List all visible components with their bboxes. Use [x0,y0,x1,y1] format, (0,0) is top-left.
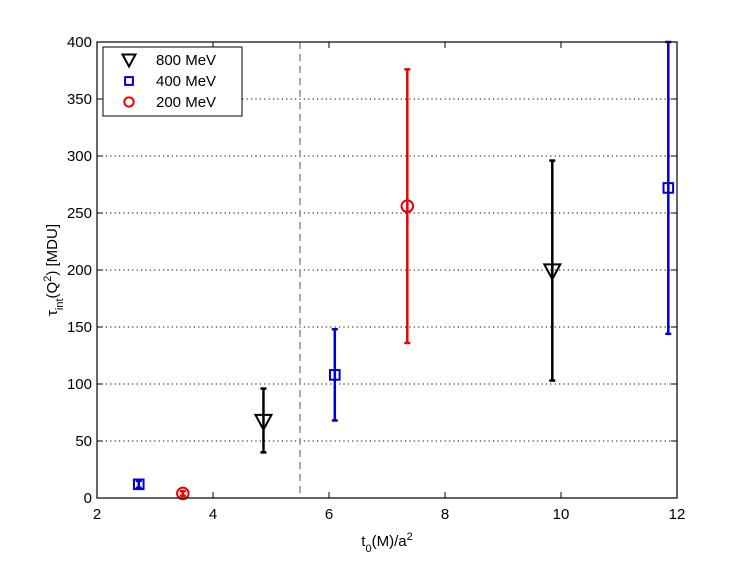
data-point [400,199,415,213]
legend-label: 200 MeV [156,94,216,111]
legend-box [102,46,243,117]
y-tick-label: 350 [67,91,92,108]
y-tick-label: 150 [67,319,92,336]
y-axis-label: τint(Q2) [MDU] [42,224,66,316]
y-axis-label-rest: ) [MDU] [44,224,61,276]
legend: 800 MeV 400 MeV 200 MeV [102,46,243,117]
legend-marker [124,76,134,86]
legend-marker [120,53,138,69]
x-tick-label: 8 [441,506,449,523]
legend-label: 800 MeV [156,52,216,69]
y-tick-label: 400 [67,34,92,51]
y-tick-label: 100 [67,376,92,393]
plot-background [97,42,677,498]
y-tick-label: 0 [84,490,92,507]
data-point [176,486,190,501]
data-point [132,478,145,491]
y-tick-label: 50 [75,433,92,450]
data-point [662,182,675,194]
x-axis-label: t0(M)/a2 [361,531,412,555]
y-axis-label-main: τ [44,310,61,316]
x-axis-label-sup: 2 [407,531,413,543]
axis-ticks: 2 4 6 8 10 12 0 50 100 150 200 250 300 350 400 [67,34,685,523]
x-tick-label: 12 [669,506,686,523]
x-axis-label-main: t [361,533,366,550]
x-tick-label: 2 [93,506,101,523]
x-axis-label-sub: 0 [365,543,371,555]
x-tick-label: 6 [325,506,333,523]
y-tick-label: 250 [67,205,92,222]
legend-marker [123,96,135,108]
x-axis-label-rest: (M)/a [372,533,408,550]
y-axis-label-sup: 2 [42,276,54,282]
y-axis-label-mid: (Q [44,282,61,299]
y-tick-label: 200 [67,262,92,279]
x-tick-label: 4 [209,506,217,523]
y-tick-label: 300 [67,148,92,165]
y-axis-label-sub: int [54,298,66,310]
x-tick-label: 10 [553,506,570,523]
data-point [253,413,274,432]
data-point [329,369,341,381]
data-point [542,263,562,282]
legend-label: 400 MeV [156,73,216,90]
series-circle [176,68,415,501]
series-triangle-down [253,159,562,454]
